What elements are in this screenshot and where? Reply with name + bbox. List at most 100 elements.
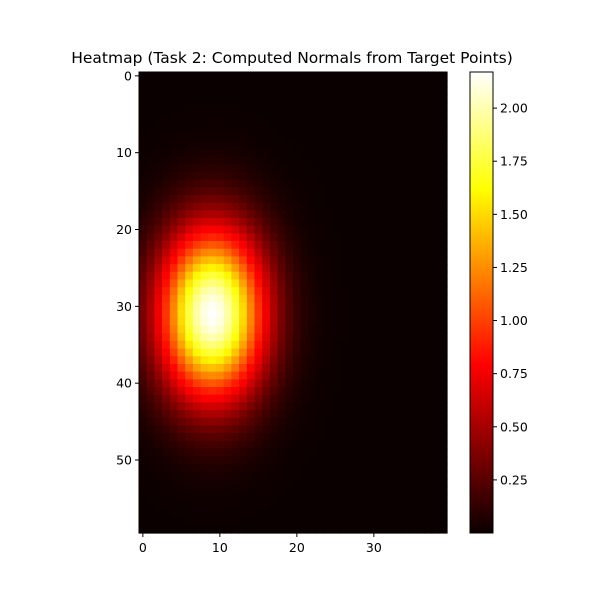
heatmap-cell	[370, 356, 379, 365]
heatmap-cell	[154, 210, 163, 219]
heatmap-cell	[431, 148, 440, 158]
heatmap-cell	[354, 202, 363, 211]
heatmap-cell	[139, 79, 148, 88]
heatmap-cell	[385, 525, 394, 534]
heatmap-cell	[231, 456, 240, 465]
heatmap-cell	[393, 225, 402, 234]
heatmap-cell	[269, 241, 279, 250]
heatmap-cell	[154, 217, 163, 227]
heatmap-cell	[154, 202, 163, 211]
heatmap-cell	[354, 271, 363, 281]
heatmap-cell	[308, 72, 317, 81]
heatmap-cell	[377, 463, 386, 473]
heatmap-cell	[239, 133, 248, 142]
heatmap-cell	[246, 340, 256, 350]
heatmap-cell	[400, 248, 410, 257]
heatmap-cell	[177, 317, 186, 327]
heatmap-cell	[370, 517, 379, 526]
heatmap-cell	[300, 210, 309, 219]
heatmap-cell	[323, 502, 333, 511]
heatmap-cell	[316, 79, 325, 88]
heatmap-cell	[377, 133, 386, 142]
heatmap-cell	[146, 463, 155, 473]
heatmap-cell	[393, 363, 402, 373]
x-tick-label: 10	[212, 540, 228, 555]
heatmap-cell	[393, 433, 402, 442]
heatmap-cell	[393, 125, 402, 135]
heatmap-cell	[285, 256, 294, 265]
heatmap-cell	[346, 210, 356, 219]
heatmap-cell	[339, 302, 348, 311]
heatmap-cell	[223, 440, 232, 450]
heatmap-cell	[262, 148, 271, 158]
heatmap-cell	[346, 164, 356, 173]
heatmap-cell	[377, 171, 386, 181]
heatmap-cell	[185, 87, 194, 96]
heatmap-cell	[200, 95, 209, 104]
heatmap-cell	[192, 402, 202, 411]
heatmap-cell	[185, 256, 194, 265]
heatmap-cell	[246, 317, 256, 327]
heatmap-cell	[300, 348, 309, 357]
heatmap-cell	[169, 402, 179, 411]
heatmap-cell	[262, 202, 271, 211]
heatmap-cell	[385, 125, 394, 135]
heatmap-cell	[192, 79, 202, 88]
heatmap-cell	[177, 410, 186, 419]
heatmap-cell	[370, 118, 379, 127]
heatmap-cell	[146, 325, 155, 334]
heatmap-cell	[323, 363, 333, 373]
heatmap-cell	[177, 486, 186, 496]
heatmap-cell	[331, 102, 340, 112]
heatmap-cell	[269, 440, 279, 450]
heatmap-cell	[377, 241, 386, 250]
heatmap-cell	[177, 287, 186, 296]
heatmap-cell	[423, 217, 433, 227]
heatmap-cell	[431, 164, 440, 173]
heatmap-cell	[254, 479, 263, 488]
heatmap-cell	[323, 486, 333, 496]
heatmap-cell	[393, 72, 402, 81]
heatmap-cell	[400, 456, 410, 465]
heatmap-cell	[393, 517, 402, 526]
heatmap-cell	[162, 95, 171, 104]
heatmap-cell	[331, 79, 340, 88]
heatmap-cell	[185, 448, 194, 457]
heatmap-cell	[323, 217, 333, 227]
heatmap-cell	[208, 333, 217, 342]
heatmap-cell	[177, 417, 186, 427]
heatmap-cell	[423, 340, 433, 350]
heatmap-cell	[331, 248, 340, 257]
heatmap-cell	[377, 371, 386, 380]
heatmap-cell	[323, 387, 333, 396]
heatmap-cell	[254, 102, 263, 112]
heatmap-cell	[177, 456, 186, 465]
heatmap-cell	[323, 271, 333, 281]
heatmap-cell	[323, 225, 333, 234]
heatmap-cell	[192, 356, 202, 365]
heatmap-cell	[339, 509, 348, 519]
heatmap-cell	[323, 340, 333, 350]
heatmap-cell	[300, 194, 309, 204]
heatmap-cell	[262, 164, 271, 173]
heatmap-cell	[223, 379, 232, 388]
heatmap-cell	[246, 287, 256, 296]
heatmap-cell	[223, 133, 232, 142]
heatmap-cell	[239, 302, 248, 311]
heatmap-cell	[231, 340, 240, 350]
heatmap-cell	[185, 479, 194, 488]
heatmap-cell	[354, 95, 363, 104]
heatmap-cell	[293, 241, 302, 250]
heatmap-cell	[246, 348, 256, 357]
heatmap-cell	[362, 294, 371, 304]
heatmap-cell	[416, 110, 425, 119]
heatmap-cell	[162, 294, 171, 304]
heatmap-cell	[285, 110, 294, 119]
heatmap-cell	[192, 110, 202, 119]
heatmap-cell	[162, 233, 171, 242]
heatmap-cell	[362, 102, 371, 112]
heatmap-cell	[416, 310, 425, 319]
heatmap-cell	[177, 79, 186, 88]
heatmap-cell	[231, 410, 240, 419]
heatmap-cell	[231, 233, 240, 242]
